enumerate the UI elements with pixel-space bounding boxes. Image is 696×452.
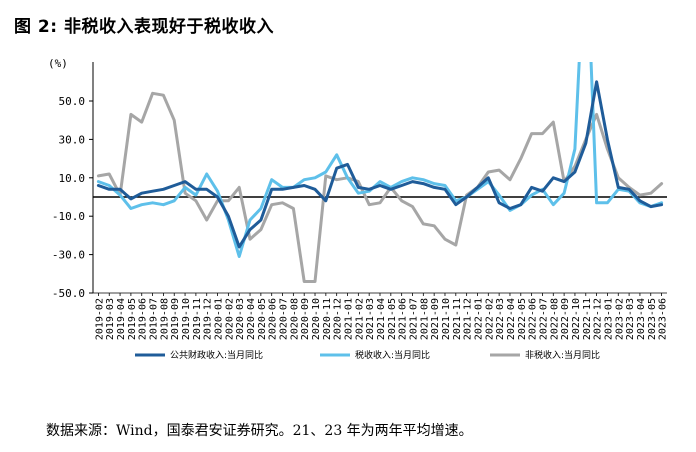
y-tick-label: -10.0 (52, 210, 85, 223)
x-tick-label: 2021-03 (365, 298, 376, 340)
x-tick-label: 2020-11 (322, 298, 333, 340)
x-tick-label: 2022-12 (593, 298, 604, 340)
x-tick-label: 2019-08 (159, 298, 170, 340)
x-tick-label: 2020-03 (235, 298, 246, 340)
legend-label-2: 税收收入:当月同比 (355, 349, 430, 361)
y-tick-label: 10.0 (59, 172, 86, 185)
series-line-2 (96, 62, 664, 258)
y-axis-label: (%) (48, 57, 68, 70)
x-tick-label: 2021-06 (398, 298, 409, 340)
x-tick-label: 2020-10 (311, 298, 322, 340)
y-tick-label: 50.0 (59, 95, 86, 108)
x-tick-label: 2021-12 (463, 298, 474, 340)
x-tick-label: 2022-08 (549, 298, 560, 340)
x-tick-label: 2019-09 (170, 298, 181, 340)
series-layer (96, 62, 664, 283)
x-tick-label: 2022-09 (560, 298, 571, 340)
x-tick-label: 2019-02 (94, 298, 105, 340)
legend-label-1: 公共财政收入:当月同比 (170, 349, 263, 361)
x-tick-label: 2020-09 (300, 298, 311, 340)
series-line-1 (96, 80, 664, 249)
x-tick-label: 2022-04 (506, 298, 517, 340)
y-tick-label: -30.0 (52, 249, 85, 262)
y-tick-label: -50.0 (52, 287, 85, 300)
x-tick-label: 2019-10 (181, 298, 192, 340)
x-tick-label: 2022-01 (473, 298, 484, 340)
x-tick-label: 2021-01 (344, 298, 355, 340)
legend-label-3: 非税收入:当月同比 (525, 349, 600, 361)
x-tick-label: 2019-04 (116, 298, 127, 340)
x-tick-label: 2022-06 (528, 298, 539, 340)
x-tick-label: 2023-05 (647, 298, 658, 340)
x-tick-label: 2021-02 (354, 298, 365, 340)
x-tick-label: 2020-05 (257, 298, 268, 340)
x-tick-label: 2020-06 (268, 298, 279, 340)
x-tick-label: 2019-03 (105, 298, 116, 340)
x-tick-label: 2021-04 (376, 298, 387, 340)
x-tick-label: 2022-02 (484, 298, 495, 340)
chart-legend: 公共财政收入:当月同比 税收收入:当月同比 非税收入:当月同比 (135, 349, 600, 361)
x-tick-label: 2021-11 (452, 298, 463, 340)
x-tick-label: 2023-03 (625, 298, 636, 340)
x-tick-label: 2020-07 (279, 298, 290, 340)
x-tick-label: 2022-05 (517, 298, 528, 340)
x-tick-label: 2020-02 (224, 298, 235, 340)
x-tick-label: 2023-06 (658, 298, 669, 340)
x-tick-label: 2019-06 (138, 298, 149, 340)
x-tick-label: 2019-05 (127, 298, 138, 340)
source-note: 数据来源：Wind，国泰君安证券研究。21、23 年为两年平均增速。 (46, 423, 473, 439)
x-tick-label: 2023-02 (614, 298, 625, 340)
x-tick-label: 2021-05 (387, 298, 398, 340)
figure-title: 图 2: 非税收入表现好于税收收入 (14, 17, 274, 37)
x-tick-label: 2019-12 (203, 298, 214, 340)
x-tick-label: 2019-11 (192, 298, 203, 340)
x-tick-label: 2020-08 (289, 298, 300, 340)
x-tick-label: 2023-04 (636, 298, 647, 340)
x-tick-label: 2022-11 (582, 298, 593, 340)
x-tick-label: 2021-09 (430, 298, 441, 340)
x-tick-label: 2020-01 (214, 298, 225, 340)
x-tick-label: 2021-07 (408, 298, 419, 340)
x-tick-label: 2021-08 (419, 298, 430, 340)
x-tick-label: 2022-03 (495, 298, 506, 340)
x-tick-label: 2022-07 (538, 298, 549, 340)
x-tick-label: 2022-10 (571, 298, 582, 340)
x-tick-label: 2020-12 (333, 298, 344, 340)
x-tick-label: 2023-01 (603, 298, 614, 340)
y-tick-label: 30.0 (59, 133, 86, 146)
x-tick-label: 2019-07 (149, 298, 160, 340)
x-tick-label: 2020-04 (246, 298, 257, 340)
x-tick-label: 2021-10 (441, 298, 452, 340)
